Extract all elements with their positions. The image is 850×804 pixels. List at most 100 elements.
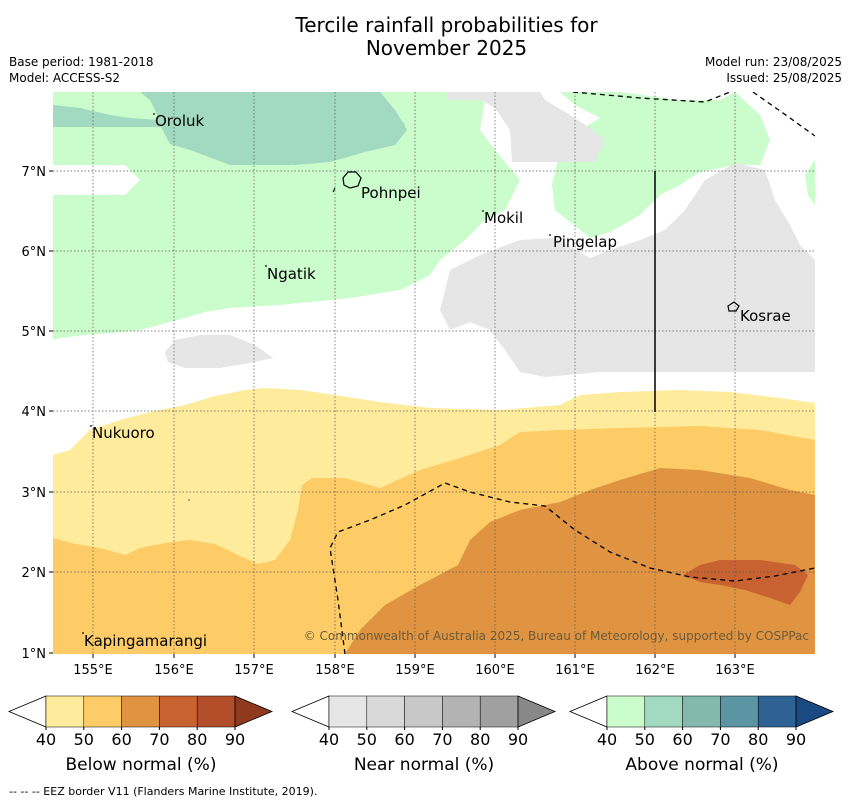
title-line-1: Tercile rainfall probabilities for xyxy=(295,13,598,37)
colorbar-above: 40 50 60 70 80 90 xyxy=(568,695,835,749)
x-tick-158: 158°E xyxy=(315,663,355,678)
y-tick-3n: 3°N xyxy=(22,486,47,501)
place-label-pohnpei: Pohnpei xyxy=(361,184,421,202)
white-band-7n xyxy=(53,165,140,195)
meta-left: Base period: 1981-2018 Model: ACCESS-S2 xyxy=(9,54,154,86)
colorbar-tick-label: 70 xyxy=(432,730,452,749)
x-tick-156: 156°E xyxy=(154,663,194,678)
colorbars: 40 50 60 70 80 90 40 50 60 70 80 90 40 50 60 70 80 90 xyxy=(7,695,835,749)
colorbar-below-segment xyxy=(83,695,122,728)
copyright-text: © Commonwealth of Australia 2025, Bureau… xyxy=(304,629,809,643)
above-normal-50-strip xyxy=(53,92,160,120)
pohnpei-island xyxy=(342,171,362,189)
colorbar-near-segment xyxy=(479,695,519,728)
place-label-ngatik: Ngatik xyxy=(267,265,316,283)
model-name: Model: ACCESS-S2 xyxy=(9,71,121,85)
y-tick-1n: 1°N xyxy=(22,647,47,662)
colorbar-above-segment xyxy=(644,695,683,728)
x-axis: 155°E 156°E 157°E 158°E 159°E 160°E 161°… xyxy=(73,654,755,678)
x-tick-163: 163°E xyxy=(715,663,755,678)
below-normal-70-area xyxy=(345,468,815,654)
near-normal-50-area-3 xyxy=(165,335,273,368)
colorbar-above-high-arrow xyxy=(795,695,835,728)
below-normal-80-area xyxy=(683,560,808,605)
colorbar-below-segment xyxy=(159,695,198,728)
colorbar-tick-label: 90 xyxy=(225,730,245,749)
eez-border xyxy=(329,92,815,654)
above-normal-50-area-2 xyxy=(552,92,770,238)
colorbar-tick-label: 40 xyxy=(319,730,339,749)
colorbar-tick-label: 60 xyxy=(394,730,414,749)
colorbar-above-segment xyxy=(606,695,646,728)
y-tick-7n: 7°N xyxy=(22,165,47,180)
colorbar-below-segment xyxy=(45,695,85,728)
near-normal-strip xyxy=(448,92,462,100)
issued-date: Issued: 25/08/2025 xyxy=(726,71,842,85)
colorbar-near-segment xyxy=(366,695,405,728)
colorbar-tick-label: 50 xyxy=(74,730,94,749)
colorbar-below-segment xyxy=(121,695,160,728)
colorbar-above-low-arrow xyxy=(568,695,608,728)
colorbar-tick-label: 80 xyxy=(470,730,490,749)
colorbar-tick-label: 50 xyxy=(357,730,377,749)
colorbar-tick-label: 60 xyxy=(672,730,692,749)
near-normal-50-area-2 xyxy=(440,163,815,377)
colorbar-tick-label: 80 xyxy=(187,730,207,749)
colorbar-title-below: Below normal (%) xyxy=(65,755,217,775)
colorbar-below-segment xyxy=(196,695,236,728)
base-period: Base period: 1981-2018 xyxy=(9,55,154,69)
colorbar-title-above: Above normal (%) xyxy=(625,755,779,775)
title-line-2: November 2025 xyxy=(365,36,528,60)
y-tick-2n: 2°N xyxy=(22,566,47,581)
y-tick-6n: 6°N xyxy=(22,245,47,260)
probability-field: Oroluk Pohnpei Mokil Pingelap Ngatik Kos… xyxy=(53,92,815,654)
colorbar-near-segment xyxy=(328,695,368,728)
colorbar-tick-label: 50 xyxy=(635,730,655,749)
colorbar-tick-label: 40 xyxy=(597,730,617,749)
colorbar-tick-label: 80 xyxy=(748,730,768,749)
colorbar-title-near: Near normal (%) xyxy=(353,755,495,775)
y-tick-4n: 4°N xyxy=(22,405,47,420)
place-label-mokil: Mokil xyxy=(484,209,523,227)
grid-lines xyxy=(53,92,815,654)
colorbar-tick-label: 60 xyxy=(111,730,131,749)
colorbar-tick-label: 40 xyxy=(36,730,56,749)
place-label-nukuoro: Nukuoro xyxy=(92,424,155,442)
x-tick-162: 162°E xyxy=(635,663,675,678)
place-label-kosrae: Kosrae xyxy=(740,307,791,325)
colorbar-tick-label: 90 xyxy=(786,730,806,749)
colorbar-near-segment xyxy=(442,695,481,728)
above-normal-60-core xyxy=(150,92,405,165)
x-tick-157: 157°E xyxy=(234,663,274,678)
colorbar-near-high-arrow xyxy=(517,695,557,728)
colorbar-near: 40 50 60 70 80 90 xyxy=(290,695,557,749)
eez-footnote: -- -- -- EEZ border V11 (Flanders Marine… xyxy=(9,785,318,798)
y-axis: 7°N 6°N 5°N 4°N 3°N 2°N 1°N xyxy=(22,165,53,662)
colorbar-below-high-arrow xyxy=(234,695,274,728)
pohnpei-reef xyxy=(332,187,336,193)
x-tick-159: 159°E xyxy=(395,663,435,678)
meta-right: Model run: 23/08/2025 Issued: 25/08/2025 xyxy=(705,54,842,86)
colorbar-above-segment xyxy=(720,695,759,728)
place-label-kapingamarangi: Kapingamarangi xyxy=(84,632,207,650)
colorbar-near-segment xyxy=(404,695,443,728)
map-title: Tercile rainfall probabilities for Novem… xyxy=(0,14,850,60)
kosrae-island xyxy=(727,301,740,312)
x-tick-160: 160°E xyxy=(475,663,515,678)
place-label-oroluk: Oroluk xyxy=(155,112,204,130)
x-tick-155: 155°E xyxy=(73,663,113,678)
colorbar-tick-label: 70 xyxy=(710,730,730,749)
y-tick-5n: 5°N xyxy=(22,325,47,340)
colorbar-tick-label: 90 xyxy=(508,730,528,749)
colorbar-above-segment xyxy=(757,695,797,728)
colorbar-near-low-arrow xyxy=(290,695,330,728)
near-normal-50-area xyxy=(462,92,605,162)
x-tick-161: 161°E xyxy=(555,663,595,678)
colorbar-tick-label: 70 xyxy=(149,730,169,749)
atoll-markers xyxy=(82,113,551,634)
place-label-pingelap: Pingelap xyxy=(553,233,617,251)
colorbar-below: 40 50 60 70 80 90 xyxy=(7,695,274,749)
above-normal-50-area xyxy=(53,92,520,340)
model-run: Model run: 23/08/2025 xyxy=(704,55,842,69)
